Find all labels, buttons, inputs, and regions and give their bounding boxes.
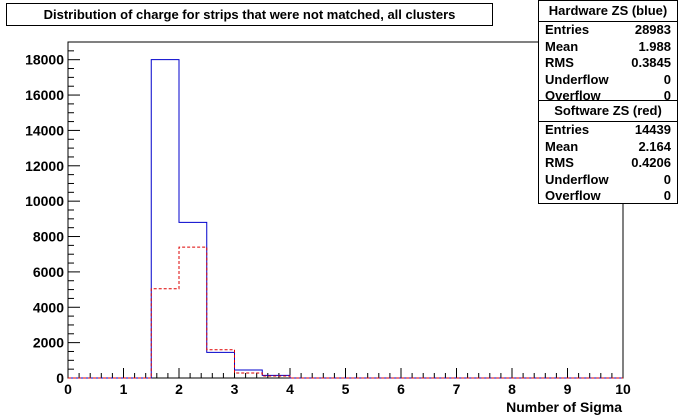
stats-label: Overflow	[545, 188, 601, 204]
stats-label: Mean	[545, 38, 579, 54]
stats-header: Hardware ZS (blue)	[539, 1, 677, 22]
y-tick-label: 14000	[25, 122, 64, 138]
stats-box-software: Software ZS (red) Entries 14439 Mean 2.164…	[538, 100, 678, 204]
x-axis-ticks: 0 1 2 3 4 5 6 7 8 9 10	[64, 368, 631, 397]
stats-label: Entries	[545, 22, 590, 37]
x-tick-label: 1	[120, 381, 128, 397]
y-axis-ticks: 0 2000 4000 6000 8000 10000 12000 14000 16000 180…	[25, 41, 80, 386]
stats-value: 2.164	[638, 138, 671, 154]
series-red-line	[68, 246, 623, 379]
stats-value: 14439	[634, 122, 671, 137]
stats-label: Underflow	[545, 71, 609, 87]
stats-value: 28983	[634, 22, 671, 37]
stats-row-overflow: Overflow 0	[539, 88, 677, 105]
series-layer	[68, 59, 623, 379]
stats-label: RMS	[545, 155, 574, 171]
stats-row-underflow: Underflow 0	[539, 172, 677, 189]
stats-value: 0	[663, 171, 671, 187]
x-tick-label: 8	[508, 381, 516, 397]
stats-value: 0	[663, 71, 671, 87]
stats-row-mean: Mean 1.988	[539, 39, 677, 56]
stats-row-rms: RMS 0.3845	[539, 55, 677, 72]
stats-label: Mean	[545, 138, 579, 154]
x-tick-label: 3	[231, 381, 239, 397]
y-tick-label: 16000	[25, 87, 64, 103]
y-tick-label: 10000	[25, 193, 64, 209]
stats-row-mean: Mean 2.164	[539, 139, 677, 156]
x-tick-label: 2	[175, 381, 183, 397]
x-tick-label: 6	[397, 381, 405, 397]
x-tick-label: 7	[453, 381, 461, 397]
x-axis-label: Number of Sigma	[506, 399, 622, 415]
stats-row-underflow: Underflow 0	[539, 72, 677, 89]
y-tick-label: 6000	[33, 264, 64, 280]
y-tick-label: 12000	[25, 158, 64, 174]
stats-row-overflow: Overflow 0	[539, 188, 677, 205]
stats-label: Entries	[545, 122, 590, 137]
stats-label: Overflow	[545, 88, 601, 104]
stats-header: Software ZS (red)	[539, 101, 677, 122]
stats-row-entries: Entries 14439	[539, 122, 677, 139]
chart-title: Distribution of charge for strips that w…	[6, 3, 493, 26]
y-tick-label: 8000	[33, 229, 64, 245]
x-tick-label: 10	[615, 381, 631, 397]
stats-value: 0	[663, 88, 671, 104]
stats-label: RMS	[545, 55, 574, 71]
y-tick-label: 0	[56, 370, 64, 386]
x-tick-label: 5	[342, 381, 350, 397]
y-tick-label: 18000	[25, 52, 64, 68]
stats-box-hardware: Hardware ZS (blue) Entries 28983 Mean 1.98…	[538, 0, 678, 103]
stats-value: 0.4206	[631, 155, 671, 171]
x-tick-label: 4	[286, 381, 294, 397]
stats-row-entries: Entries 28983	[539, 22, 677, 39]
y-tick-label: 4000	[33, 299, 64, 315]
stats-value: 1.988	[638, 38, 671, 54]
stats-row-rms: RMS 0.4206	[539, 155, 677, 172]
x-tick-label: 9	[564, 381, 572, 397]
y-tick-label: 2000	[33, 335, 64, 351]
stats-value: 0	[663, 188, 671, 204]
stats-label: Underflow	[545, 171, 609, 187]
x-tick-label: 0	[64, 381, 72, 397]
stats-value: 0.3845	[631, 55, 671, 71]
